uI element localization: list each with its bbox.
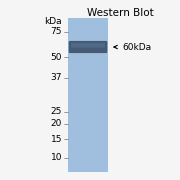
FancyBboxPatch shape	[69, 41, 107, 53]
Text: 20: 20	[51, 120, 62, 129]
FancyBboxPatch shape	[71, 43, 105, 48]
Text: kDa: kDa	[44, 17, 62, 26]
Text: 60kDa: 60kDa	[122, 42, 151, 51]
Text: 37: 37	[51, 73, 62, 82]
Bar	[68, 18, 108, 172]
Text: 25: 25	[51, 107, 62, 116]
Text: 15: 15	[51, 134, 62, 143]
Text: Western Blot: Western Blot	[87, 8, 153, 18]
Text: 50: 50	[51, 53, 62, 62]
Text: 75: 75	[51, 28, 62, 37]
Text: 10: 10	[51, 154, 62, 163]
